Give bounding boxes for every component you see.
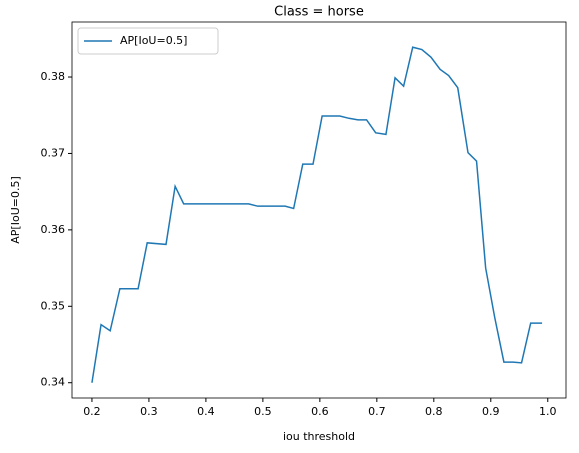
x-tick-label: 0.7	[368, 405, 386, 418]
legend-box	[77, 27, 219, 55]
y-tick-label: 0.38	[41, 70, 66, 83]
line	[91, 46, 543, 383]
x-tick-label: 1.0	[539, 405, 557, 418]
y-tick-label: 0.34	[41, 376, 66, 389]
y-tick-label: 0.36	[41, 223, 66, 236]
y-axis-label: AP[IoU=0.5]	[9, 176, 22, 243]
x-tick-label: 0.4	[197, 405, 215, 418]
x-tick-label: 0.3	[140, 405, 158, 418]
x-tick-label: 0.5	[254, 405, 272, 418]
x-tick-label: 0.8	[425, 405, 443, 418]
chart-title: Class = horse	[274, 5, 364, 20]
x-axis-label: iou threshold	[283, 430, 355, 443]
y-tick-label: 0.37	[41, 146, 66, 159]
x-tick-label: 0.9	[482, 405, 500, 418]
plot-frame	[71, 21, 567, 399]
x-tick-label: 0.2	[83, 405, 101, 418]
legend-label: AP[IoU=0.5]	[120, 34, 187, 47]
y-tick-label: 0.35	[41, 299, 66, 312]
x-tick-label: 0.6	[311, 405, 329, 418]
